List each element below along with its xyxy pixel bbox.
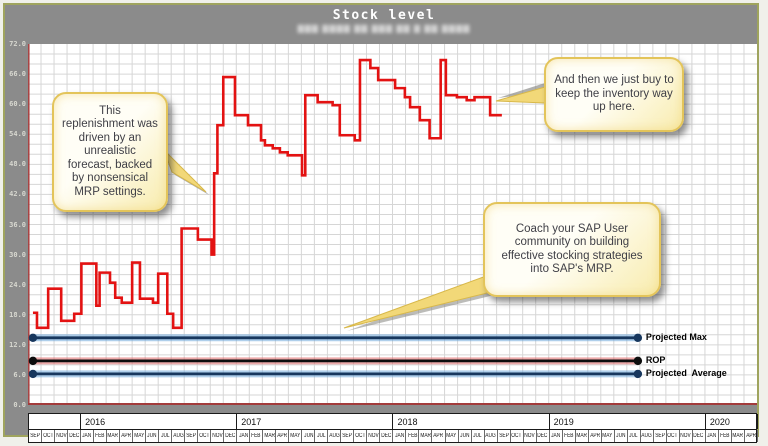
month-cell: NOV	[680, 430, 693, 442]
month-cell: DEC	[380, 430, 394, 442]
month-cell: MAR	[263, 430, 277, 442]
y-tick-label: 30.0	[9, 250, 26, 259]
month-cell: AUG	[172, 430, 186, 442]
month-cell: SEP	[29, 430, 43, 442]
month-cell: MAR	[576, 430, 589, 442]
month-cell: JUN	[459, 430, 472, 442]
month-cell: SEP	[498, 430, 511, 442]
callout-text: This replenishment was driven by an unre…	[62, 104, 158, 198]
month-cell: JAN	[81, 430, 95, 442]
month-cell: DEC	[224, 430, 238, 442]
chart-subtitle-redacted: ▇▇▇ ▇▇▇▇ ▇▇ ▇▇▇ ▇▇ ▇ ▇▇ ▇▇▇▇	[297, 24, 471, 33]
line-label-rop: ROP	[645, 354, 666, 365]
month-cell: FEB	[94, 430, 108, 442]
month-cell: APR	[745, 430, 758, 442]
month-cell: FEB	[406, 430, 420, 442]
month-cell: JUL	[159, 430, 173, 442]
month-cell: OCT	[42, 430, 56, 442]
month-cell: MAR	[732, 430, 745, 442]
month-cell: AUG	[641, 430, 654, 442]
month-cell: MAY	[446, 430, 459, 442]
month-cell: JUN	[146, 430, 160, 442]
y-tick-label: 12.0	[9, 340, 26, 349]
month-cell: DEC	[693, 430, 706, 442]
y-tick-label: 66.0	[9, 70, 26, 79]
month-cell: APR	[120, 430, 134, 442]
month-cell: DEC	[537, 430, 550, 442]
chart-title: Stock level	[332, 8, 436, 23]
month-cell: JUL	[315, 430, 329, 442]
month-cell: JUN	[615, 430, 628, 442]
callout-text: And then we just buy to keep the invento…	[554, 74, 674, 114]
month-cell: JAN	[237, 430, 251, 442]
month-cell: FEB	[719, 430, 732, 442]
month-cell: AUG	[328, 430, 342, 442]
month-cell: MAY	[133, 430, 147, 442]
month-cell: MAR	[107, 430, 121, 442]
y-tick-label: 24.0	[9, 280, 26, 289]
month-cell: NOV	[524, 430, 537, 442]
month-cell: APR	[276, 430, 290, 442]
month-cell: APR	[432, 430, 446, 442]
month-cell: JUN	[302, 430, 316, 442]
year-cell	[29, 414, 82, 429]
line-label-projected-max: Projected Max	[645, 331, 707, 342]
y-tick-label: 48.0	[9, 160, 26, 169]
y-tick-label: 54.0	[9, 130, 26, 139]
year-row: 2016 2017 2018 2019 2020	[29, 414, 758, 430]
month-cell: NOV	[367, 430, 381, 442]
month-cell: FEB	[563, 430, 576, 442]
month-row: SEP OCT NOV DEC JAN FEB MAR APR MAY JUN JUL AUG SEP O…	[29, 430, 758, 442]
month-cell: JAN	[706, 430, 719, 442]
y-tick-label: 6.0	[13, 370, 26, 379]
month-cell: JUL	[472, 430, 485, 442]
month-cell: MAY	[602, 430, 615, 442]
month-cell: SEP	[654, 430, 667, 442]
month-cell: JAN	[550, 430, 563, 442]
year-cell: 2017	[237, 414, 394, 429]
month-cell: OCT	[511, 430, 524, 442]
y-tick-label: 18.0	[9, 310, 26, 319]
year-cell: 2018	[393, 414, 550, 429]
month-cell: OCT	[198, 430, 212, 442]
y-tick-label: 42.0	[9, 190, 26, 199]
month-cell: FEB	[250, 430, 264, 442]
month-cell: AUG	[485, 430, 498, 442]
month-cell: NOV	[211, 430, 225, 442]
y-tick-label: 36.0	[9, 220, 26, 229]
year-cell: 2020	[706, 414, 758, 429]
month-cell: NOV	[55, 430, 69, 442]
callout-buy-to-keep: And then we just buy to keep the invento…	[544, 57, 684, 132]
callout-coach-sap: Coach your SAP User community on buildin…	[483, 202, 661, 297]
y-tick-label: 60.0	[9, 100, 26, 109]
line-label-projected-average: Projected Average	[645, 367, 727, 378]
month-cell: MAR	[419, 430, 433, 442]
y-tick-label: 72.0	[9, 40, 26, 48]
month-cell: SEP	[341, 430, 355, 442]
callout-text: Coach your SAP User community on buildin…	[501, 222, 643, 276]
month-cell: SEP	[185, 430, 199, 442]
month-cell: OCT	[354, 430, 368, 442]
timeline-table: 2016 2017 2018 2019 2020 SEP OCT NOV DEC JAN FEB M…	[28, 413, 758, 443]
month-cell: OCT	[667, 430, 680, 442]
month-cell: JUL	[628, 430, 641, 442]
month-cell: DEC	[68, 430, 82, 442]
callout-replenishment: This replenishment was driven by an unre…	[52, 92, 168, 212]
month-cell: JAN	[393, 430, 407, 442]
month-cell: MAY	[289, 430, 303, 442]
year-cell: 2016	[81, 414, 238, 429]
y-tick-label: 0.0	[13, 401, 26, 409]
month-cell: APR	[589, 430, 602, 442]
year-cell: 2019	[550, 414, 706, 429]
